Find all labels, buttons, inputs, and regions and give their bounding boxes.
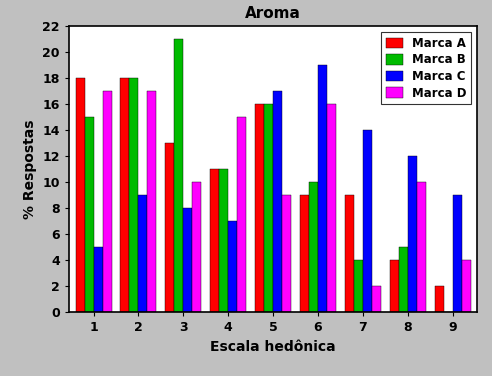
Y-axis label: % Respostas: % Respostas [23, 120, 37, 219]
Bar [300, 195, 309, 312]
Title: Aroma: Aroma [245, 6, 301, 21]
Bar [219, 169, 228, 312]
Bar [76, 78, 85, 312]
Bar [192, 182, 201, 312]
Bar [318, 65, 327, 312]
Bar [309, 182, 318, 312]
Bar [102, 91, 112, 312]
Bar [390, 260, 399, 312]
Bar [93, 247, 102, 312]
Legend: Marca A, Marca B, Marca C, Marca D: Marca A, Marca B, Marca C, Marca D [381, 32, 471, 104]
Bar [85, 117, 93, 312]
Bar [255, 104, 264, 312]
Bar [210, 169, 219, 312]
Bar [417, 182, 426, 312]
Bar [129, 78, 138, 312]
Bar [228, 221, 237, 312]
Bar [345, 195, 354, 312]
Bar [327, 104, 336, 312]
Bar [148, 91, 156, 312]
Bar [461, 260, 470, 312]
Bar [363, 130, 372, 312]
Bar [165, 143, 174, 312]
Bar [184, 208, 192, 312]
Bar [434, 286, 444, 312]
Bar [273, 91, 282, 312]
Bar [237, 117, 246, 312]
Bar [264, 104, 273, 312]
Bar [121, 78, 129, 312]
Bar [399, 247, 408, 312]
Bar [138, 195, 148, 312]
Bar [453, 195, 461, 312]
Bar [282, 195, 291, 312]
Bar [372, 286, 381, 312]
Bar [174, 39, 184, 312]
Bar [408, 156, 417, 312]
X-axis label: Escala hedônica: Escala hedônica [210, 340, 336, 354]
Bar [354, 260, 363, 312]
